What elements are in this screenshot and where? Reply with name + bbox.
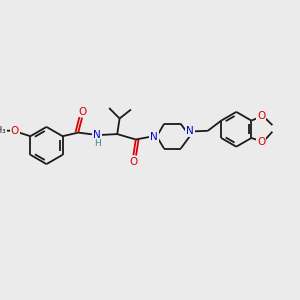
Text: O: O <box>78 106 86 117</box>
Text: N: N <box>186 126 194 136</box>
Text: N: N <box>150 131 158 142</box>
Text: O: O <box>257 111 266 121</box>
Text: O: O <box>257 137 266 147</box>
Text: O: O <box>11 126 19 136</box>
Text: O: O <box>129 157 137 167</box>
Text: CH₃: CH₃ <box>0 126 6 135</box>
Text: N: N <box>93 130 101 140</box>
Text: H: H <box>94 140 100 148</box>
